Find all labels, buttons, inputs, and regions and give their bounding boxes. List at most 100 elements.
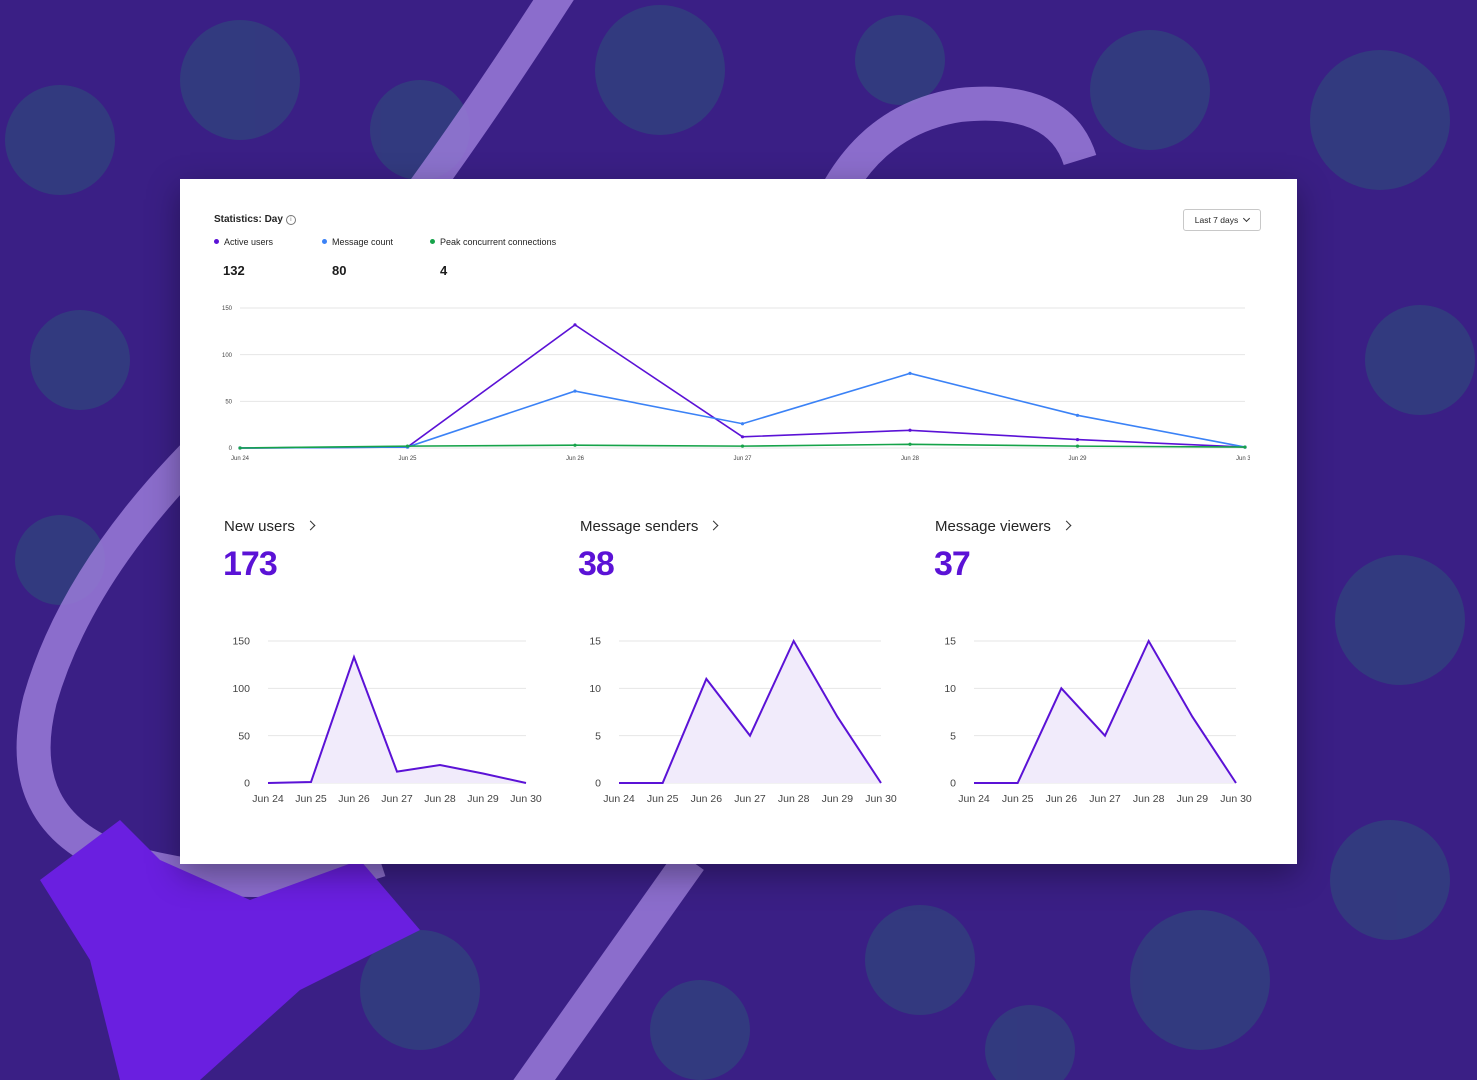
x-tick-label: Jun 24: [231, 456, 250, 462]
x-tick-label: Jun 29: [1068, 456, 1087, 462]
y-tick-label: 50: [225, 399, 232, 405]
x-tick-label: Jun 30: [1220, 793, 1252, 805]
data-point: [573, 389, 577, 393]
x-tick-label: Jun 27: [1089, 793, 1121, 805]
x-tick-label: Jun 24: [603, 793, 635, 805]
y-tick-label: 150: [232, 636, 250, 648]
legend-label: Message count: [332, 237, 394, 247]
data-point: [908, 371, 912, 375]
message-viewers-chart: 0 5 10 15 Jun 24 Jun 25 Jun 26 Jun 27 Jun 28 Jun …: [944, 636, 1252, 805]
data-point: [405, 444, 410, 448]
x-tick-label: Jun 29: [1177, 793, 1209, 805]
chevron-right-icon: [708, 520, 719, 531]
message-senders-link[interactable]: Message senders: [580, 518, 719, 535]
data-point: [1243, 445, 1247, 449]
x-tick-label: Jun 25: [1002, 793, 1034, 805]
message-viewers-link[interactable]: Message viewers: [935, 518, 1072, 535]
x-tick-label: Jun 30: [1236, 456, 1250, 462]
x-tick-label: Jun 24: [958, 793, 990, 805]
data-point: [740, 444, 745, 448]
x-tick-label: Jun 30: [865, 793, 897, 805]
info-icon[interactable]: i: [285, 215, 296, 225]
x-tick-label: Jun 26: [338, 793, 370, 805]
y-tick-label: 0: [244, 778, 250, 790]
new-users-title: New users: [224, 518, 295, 535]
y-tick-label: 100: [222, 353, 233, 359]
data-point: [238, 446, 242, 450]
x-tick-label: Jun 27: [381, 793, 413, 805]
data-point: [1075, 444, 1080, 448]
series-line-0: [619, 638, 882, 784]
legend-label: Peak concurrent connections: [440, 237, 557, 247]
statistics-title: Statistics: Day i: [214, 214, 296, 225]
data-point: [573, 323, 577, 327]
x-tick-label: Jun 25: [295, 793, 327, 805]
x-tick-label: Jun 29: [467, 793, 499, 805]
x-tick-label: Jun 28: [778, 793, 810, 805]
y-tick-label: 15: [589, 636, 601, 648]
legend-dot: [214, 239, 219, 244]
legend-peak-connections: Peak concurrent connections: [430, 237, 556, 247]
x-tick-label: Jun 29: [822, 793, 854, 805]
data-point: [1075, 438, 1080, 442]
data-point: [908, 442, 912, 446]
message-viewers-value: 37: [934, 545, 971, 583]
y-tick-label: 50: [238, 730, 250, 742]
chevron-right-icon: [1061, 520, 1072, 531]
legend-dot: [430, 239, 435, 244]
message-senders-chart: 0 5 10 15 Jun 24 Jun 25 Jun 26 Jun 27 Jun 28 Jun …: [589, 636, 897, 805]
legend-label: Active users: [224, 237, 274, 247]
date-range-label: Last 7 days: [1194, 215, 1239, 225]
x-tick-label: Jun 25: [647, 793, 679, 805]
statistics-panel: Statistics: Day i Last 7 days Active user…: [180, 179, 1297, 864]
area-fill: [974, 641, 1236, 783]
y-tick-label: 0: [950, 778, 956, 790]
x-tick-label: Jun 27: [733, 456, 752, 462]
y-tick-label: 0: [595, 778, 601, 790]
x-tick-label: Jun 24: [252, 793, 284, 805]
date-range-dropdown[interactable]: Last 7 days: [1183, 209, 1261, 231]
chevron-right-icon: [305, 520, 316, 531]
series-line-0: [239, 323, 1246, 449]
x-tick-label: Jun 27: [734, 793, 766, 805]
message-senders-title: Message senders: [580, 518, 699, 535]
area-fill: [619, 641, 881, 783]
message-count-value: 80: [332, 263, 347, 278]
y-tick-label: 150: [222, 306, 233, 312]
x-tick-label: Jun 25: [398, 456, 417, 462]
daily-statistics-chart: 0 50 100 150 Jun 24 Jun 25 Jun 26 Jun 27 Jun 28 J…: [222, 306, 1250, 462]
message-senders-value: 38: [578, 545, 615, 583]
y-tick-label: 0: [229, 446, 233, 452]
new-users-chart: 0 50 100 150 Jun 24 Jun 25 Jun 26 Jun 27 Jun 28 J…: [232, 636, 542, 805]
legend-active-users: Active users: [214, 237, 273, 247]
data-point: [908, 428, 912, 432]
message-viewers-title: Message viewers: [935, 518, 1051, 535]
data-point: [740, 422, 745, 426]
y-tick-label: 5: [595, 730, 601, 742]
area-fill: [268, 657, 526, 783]
x-tick-label: Jun 28: [901, 456, 920, 462]
y-tick-label: 10: [589, 683, 601, 695]
y-tick-label: 15: [944, 636, 956, 648]
data-point: [573, 443, 577, 447]
x-tick-label: Jun 28: [424, 793, 456, 805]
peak-connections-value: 4: [440, 263, 448, 278]
legend-message-count: Message count: [322, 237, 393, 247]
x-tick-label: Jun 26: [691, 793, 723, 805]
chevron-down-icon: [1243, 214, 1251, 223]
new-users-link[interactable]: New users: [224, 518, 316, 535]
new-users-value: 173: [223, 545, 278, 583]
series-line-0: [267, 654, 527, 784]
data-point: [740, 435, 745, 439]
legend-dot: [322, 239, 327, 244]
y-tick-label: 100: [232, 683, 250, 695]
y-tick-label: 10: [944, 683, 956, 695]
series-line-0: [974, 638, 1237, 784]
x-tick-label: Jun 26: [566, 456, 585, 462]
y-tick-label: 5: [950, 730, 956, 742]
statistics-title-text: Statistics: Day: [214, 214, 283, 225]
active-users-value: 132: [223, 263, 245, 278]
x-tick-label: Jun 26: [1046, 793, 1078, 805]
x-tick-label: Jun 30: [510, 793, 542, 805]
data-point: [1075, 413, 1080, 417]
